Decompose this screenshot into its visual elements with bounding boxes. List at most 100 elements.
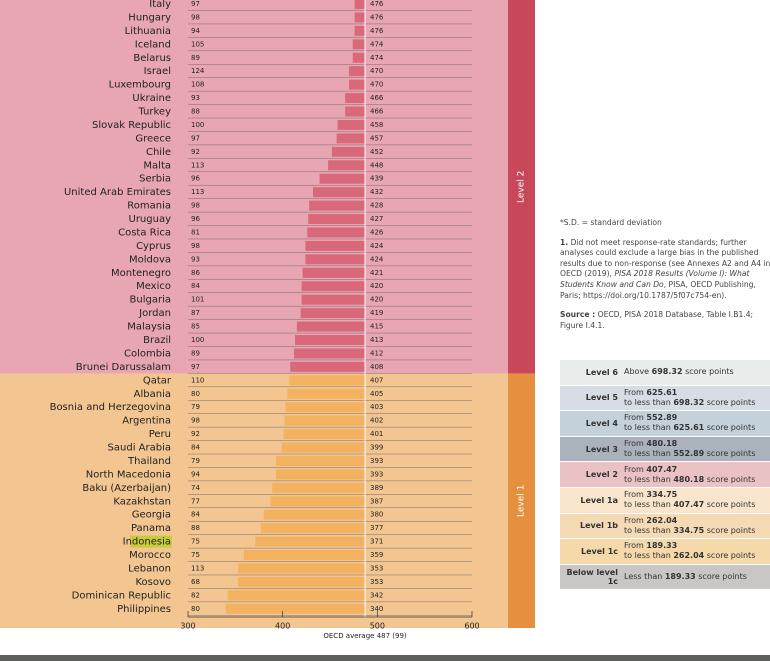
value-label: 412	[370, 349, 383, 357]
sd-label: 97	[191, 134, 200, 142]
category-label: Dominican Republic	[72, 590, 171, 601]
sd-label: 74	[191, 484, 200, 492]
category-label: Albania	[134, 389, 171, 400]
category-label: Georgia	[132, 510, 171, 521]
sd-label: 87	[191, 309, 200, 317]
value-label: 415	[370, 323, 383, 331]
category-label: Jordan	[138, 308, 171, 319]
category-label: Colombia	[124, 348, 171, 359]
level-desc: Above 698.32 score points	[624, 367, 734, 377]
score: 262.04	[673, 551, 705, 561]
value-label: 371	[370, 538, 383, 546]
bar	[354, 25, 366, 36]
word: From	[624, 515, 644, 525]
legend-row: Level 4 From 552.89 to less than 625.61 sc…	[560, 411, 770, 436]
sd-label: 97	[191, 0, 200, 8]
note-sd: *S.D. = standard deviation	[560, 218, 662, 227]
value-label: 439	[370, 175, 383, 183]
sd-label: 105	[191, 40, 204, 48]
bar	[305, 254, 366, 265]
value-label: 424	[370, 255, 384, 263]
word: score points	[698, 572, 747, 582]
sd-label: 68	[191, 578, 200, 586]
sd-label: 100	[191, 336, 204, 344]
category-label: Kosovo	[135, 577, 171, 588]
bar	[354, 0, 366, 9]
legend-table: Level 6 Above 698.32 score points Level 5 F…	[560, 360, 770, 590]
sd-label: 92	[191, 430, 200, 438]
value-label: 393	[370, 470, 383, 478]
word: score points	[685, 367, 734, 377]
category-label: Cyprus	[136, 241, 171, 252]
level-label: Level 2	[585, 470, 618, 480]
bar	[270, 496, 366, 507]
category-label: Belarus	[133, 53, 171, 64]
band-background	[0, 0, 508, 374]
value-label: 428	[370, 202, 383, 210]
category-label: Panama	[131, 523, 171, 534]
bar	[290, 361, 366, 372]
score: 189.33	[664, 572, 696, 582]
bar	[276, 455, 366, 466]
sd-label: 100	[191, 121, 204, 129]
level-label: Below level 1c	[566, 568, 619, 587]
level-label: Level 4	[585, 418, 618, 428]
level-label: Level 3	[585, 444, 618, 454]
category-label: Costa Rica	[118, 227, 171, 238]
reference-label: OECD average 487 (99)	[323, 632, 407, 640]
word: From	[624, 413, 644, 423]
x-tick-label: 400	[275, 622, 290, 631]
bar	[307, 227, 366, 238]
bar	[272, 482, 366, 493]
word: From	[624, 490, 644, 500]
bar	[276, 469, 366, 480]
bar	[312, 187, 366, 198]
sd-label: 97	[191, 363, 200, 371]
value-label: 389	[370, 484, 383, 492]
sd-label: 80	[191, 605, 200, 613]
bar	[238, 563, 366, 574]
sd-label: 89	[191, 349, 200, 357]
sd-label: 75	[191, 538, 200, 546]
category-label: Slovak Republic	[92, 120, 171, 131]
score: 334.75	[646, 490, 678, 500]
bar	[352, 52, 366, 63]
value-label: 476	[370, 0, 384, 8]
level-desc: From 262.04 to less than 334.75 score poi…	[624, 516, 755, 536]
bar	[302, 267, 366, 278]
word: Above	[624, 367, 650, 377]
category-label: Brunei Darussalam	[76, 362, 171, 373]
category-label: Montenegro	[111, 268, 171, 279]
bar	[284, 415, 366, 426]
level-desc: From 480.18 to less than 552.89 score poi…	[624, 439, 755, 459]
note-number: 1.	[560, 237, 569, 247]
bar	[301, 281, 366, 292]
category-label: Brazil	[143, 335, 171, 346]
value-label: 420	[370, 296, 383, 304]
category-label: Chile	[146, 147, 171, 158]
band-strip	[508, 0, 535, 374]
bar	[348, 66, 366, 77]
word: score points	[706, 449, 756, 459]
value-label: 353	[370, 578, 383, 586]
bar	[354, 12, 366, 23]
sd-label: 96	[191, 215, 200, 223]
x-tick-label: 300	[180, 622, 195, 631]
bar	[336, 133, 366, 144]
word: From	[624, 541, 644, 551]
level-desc: From 189.33 to less than 262.04 score poi…	[624, 541, 755, 561]
score: 262.04	[646, 515, 678, 525]
sd-label: 94	[191, 27, 200, 35]
category-label: Turkey	[137, 107, 171, 118]
level-desc: Less than 189.33 score points	[624, 572, 747, 582]
value-label: 380	[370, 511, 383, 519]
score: 189.33	[646, 541, 678, 551]
category-label: Mexico	[136, 281, 171, 292]
notes: *S.D. = standard deviation 1. Did not me…	[560, 218, 770, 340]
value-label: 470	[370, 67, 383, 75]
level-label: Level 1a	[580, 495, 618, 505]
bar	[300, 308, 366, 319]
band-strip	[508, 373, 535, 628]
value-label: 476	[370, 13, 384, 21]
category-label: Bosnia and Herzegovina	[50, 402, 171, 413]
